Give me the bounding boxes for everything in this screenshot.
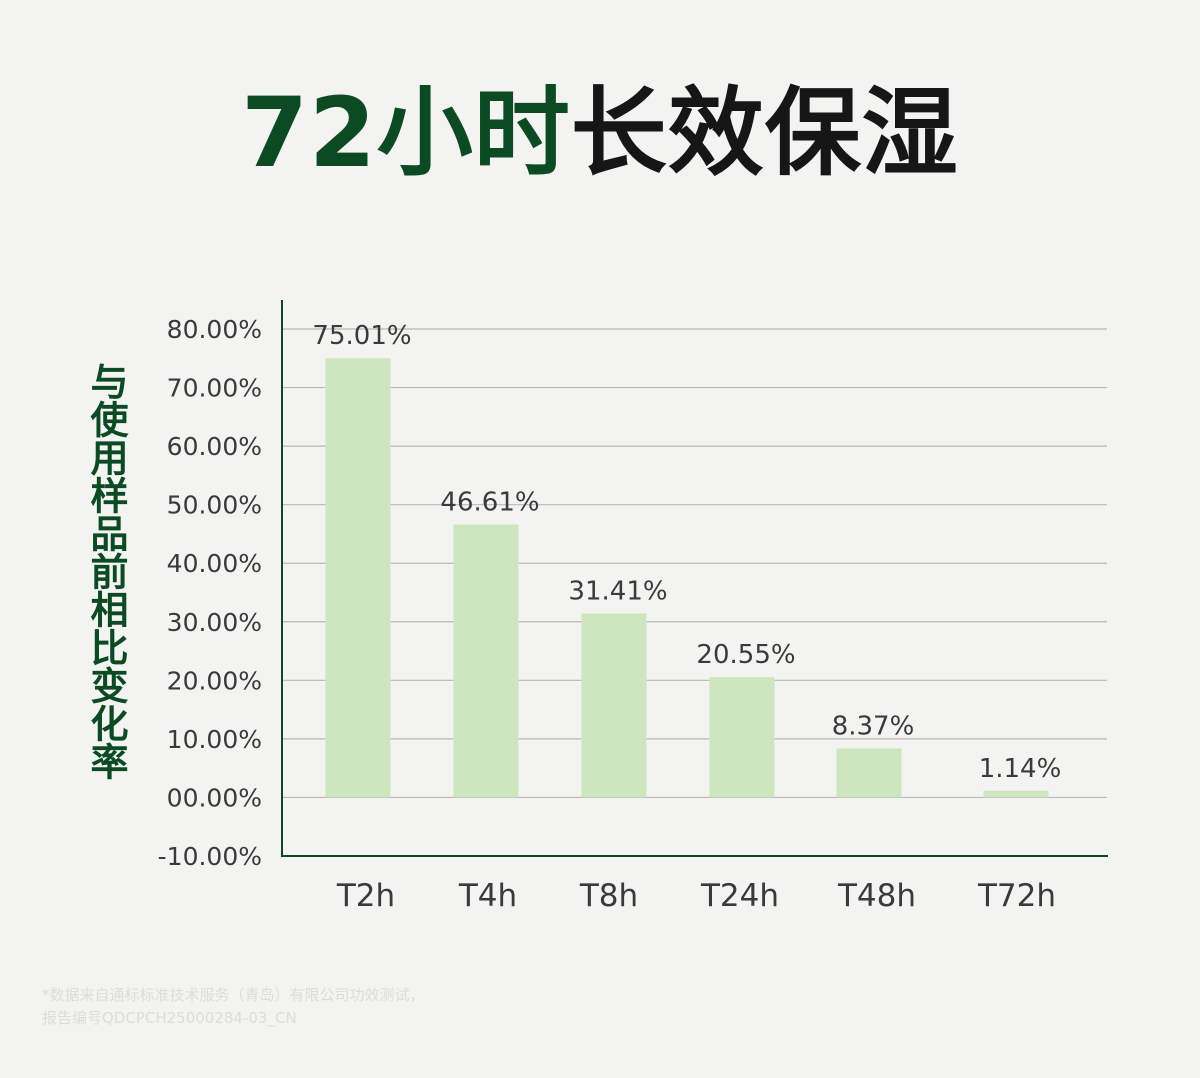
footnote-line-1: *数据来自通标标准技术服务（青岛）有限公司功效测试， <box>42 986 425 1004</box>
x-tick-label: T72h <box>977 878 1056 914</box>
y-tick-label: 50.00% <box>167 491 262 520</box>
x-tick-label: T48h <box>837 878 916 914</box>
y-tick-label: 10.00% <box>167 725 262 754</box>
y-tick-label: -10.00% <box>158 842 262 871</box>
y-tick-label: 00.00% <box>167 783 262 812</box>
data-label: 31.41% <box>568 577 667 607</box>
data-label: 46.61% <box>440 488 539 518</box>
title-rest: 长效保湿 <box>570 77 959 189</box>
bar-t72h <box>983 790 1049 798</box>
bar-t4h <box>453 524 519 798</box>
bar-t2h <box>325 358 391 798</box>
bar-t24h <box>709 677 775 798</box>
data-label: 1.14% <box>979 754 1062 784</box>
y-tick-label: 40.00% <box>167 549 262 578</box>
y-tick-label: 60.00% <box>167 432 262 461</box>
data-label: 8.37% <box>832 711 915 741</box>
footnote: *数据来自通标标准技术服务（青岛）有限公司功效测试， 报告编号QDCPCH250… <box>42 984 425 1030</box>
x-tick-labels: T2h T4h T8h T24h T48h T72h <box>336 878 1056 914</box>
data-label: 75.01% <box>312 321 411 351</box>
bar-t8h <box>581 613 647 798</box>
page-title: 72小时长效保湿 <box>0 78 1200 188</box>
y-tick-label: 20.00% <box>167 666 262 695</box>
y-axis-label: 与使用样品前相比变化率 <box>84 362 128 780</box>
x-tick-label: T8h <box>579 878 638 914</box>
data-label: 20.55% <box>696 640 795 670</box>
x-tick-label: T4h <box>458 878 517 914</box>
y-tick-labels: -10.00% 00.00% 10.00% 20.00% 30.00% 40.00% 50.… <box>158 315 262 871</box>
y-tick-label: 70.00% <box>167 374 262 403</box>
footnote-line-2: 报告编号QDCPCH25000284-03_CN <box>42 1009 297 1027</box>
axes <box>281 300 1108 857</box>
bars <box>325 358 1049 798</box>
x-tick-label: T24h <box>700 878 779 914</box>
y-tick-label: 30.00% <box>167 608 262 637</box>
y-tick-label: 80.00% <box>167 315 262 344</box>
x-tick-label: T2h <box>336 878 395 914</box>
grid-lines <box>282 328 1107 799</box>
data-labels: 75.01% 46.61% 31.41% 20.55% 8.37% 1.14% <box>312 321 1061 784</box>
title-accent: 72小时 <box>241 77 571 189</box>
bar-t48h <box>836 748 902 798</box>
